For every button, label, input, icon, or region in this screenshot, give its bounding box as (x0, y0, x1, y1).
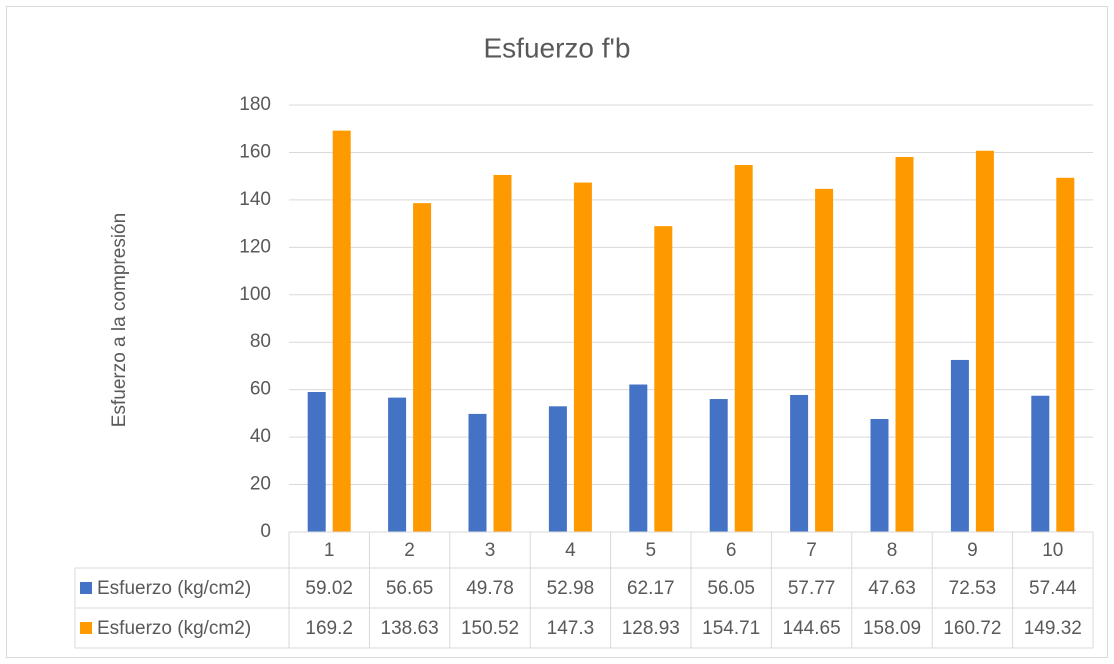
bar (629, 384, 648, 532)
bar (815, 188, 834, 532)
table-value: 154.71 (702, 618, 760, 639)
table-value: 47.63 (868, 578, 916, 599)
legend-label: Esfuerzo (kg/cm2) (97, 618, 251, 639)
chart-title: Esfuerzo f'b (484, 32, 631, 63)
table-value: 169.2 (305, 618, 353, 639)
table-value: 52.98 (547, 578, 595, 599)
x-tick-label: 5 (646, 540, 657, 561)
y-tick-label: 100 (239, 284, 271, 305)
x-tick-label: 1 (324, 540, 335, 561)
bar (307, 391, 326, 532)
table-value: 72.53 (949, 578, 997, 599)
table-value: 128.93 (622, 618, 680, 639)
y-tick-label: 160 (239, 141, 271, 162)
y-tick-label: 80 (250, 331, 271, 352)
table-value: 160.72 (943, 618, 1001, 639)
x-tick-label: 9 (967, 540, 978, 561)
bar (654, 226, 673, 532)
x-tick-label: 6 (726, 540, 737, 561)
table-value: 49.78 (466, 578, 514, 599)
legend-key (80, 582, 92, 594)
x-tick-label: 8 (887, 540, 898, 561)
bar (1031, 395, 1050, 532)
table-value: 138.63 (381, 618, 439, 639)
y-tick-label: 20 (250, 474, 271, 495)
x-tick-label: 10 (1042, 540, 1063, 561)
bar (975, 150, 994, 532)
table-value: 62.17 (627, 578, 675, 599)
y-tick-label: 40 (250, 426, 271, 447)
x-tick-label: 2 (404, 540, 415, 561)
x-tick-label: 4 (565, 540, 576, 561)
bar (895, 156, 914, 532)
legend-key (80, 622, 92, 634)
bar (790, 394, 809, 532)
table-value: 57.44 (1029, 578, 1077, 599)
y-tick-label: 0 (260, 521, 271, 542)
bar (734, 164, 753, 532)
bar (573, 182, 592, 533)
table-value: 56.65 (386, 578, 434, 599)
table-value: 144.65 (783, 618, 841, 639)
x-tick-label: 3 (485, 540, 496, 561)
bar (1056, 177, 1075, 532)
bar (493, 174, 512, 532)
chart-border (6, 6, 1108, 658)
y-tick-label: 180 (239, 94, 271, 115)
y-axis-label: Esfuerzo a la compresión (109, 213, 130, 427)
y-tick-label: 60 (250, 379, 271, 400)
bar (870, 419, 889, 532)
table-value: 56.05 (707, 578, 755, 599)
table-value: 158.09 (863, 618, 921, 639)
y-tick-label: 140 (239, 189, 271, 210)
y-tick-label: 120 (239, 236, 271, 257)
table-value: 150.52 (461, 618, 519, 639)
table-value: 59.02 (305, 578, 353, 599)
bar (388, 397, 407, 532)
table-value: 57.77 (788, 578, 836, 599)
bar (468, 413, 487, 532)
bar (709, 399, 728, 532)
table-value: 149.32 (1024, 618, 1082, 639)
bar (332, 130, 351, 532)
bar (548, 406, 567, 532)
bar (950, 359, 969, 532)
bar (413, 203, 432, 532)
legend-label: Esfuerzo (kg/cm2) (97, 578, 251, 599)
table-value: 147.3 (547, 618, 595, 639)
x-tick-label: 7 (806, 540, 817, 561)
